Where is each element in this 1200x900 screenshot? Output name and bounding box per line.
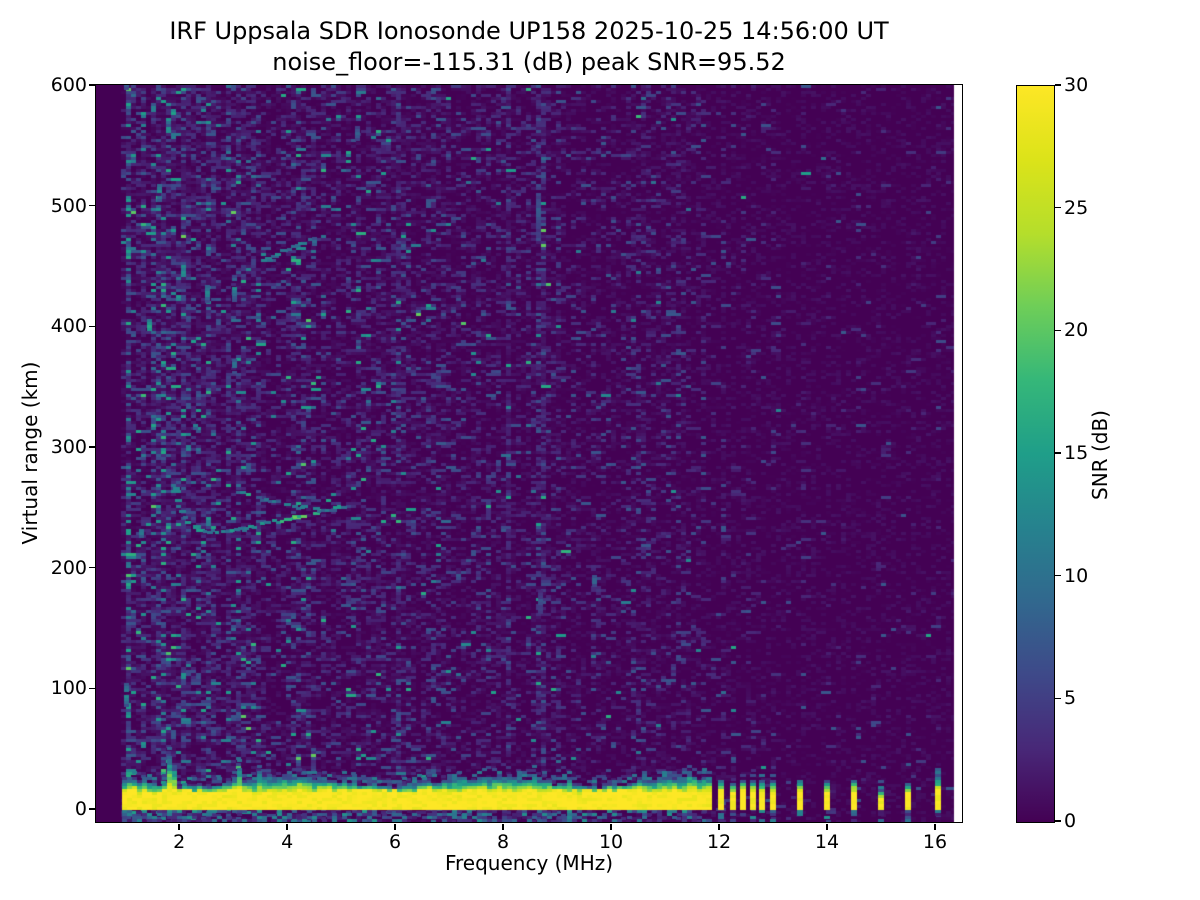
y-tick-label: 400: [50, 315, 87, 338]
colorbar-tick-mark: [1054, 452, 1061, 454]
y-tick-mark: [88, 204, 95, 207]
x-tick-label: 2: [173, 831, 186, 853]
y-tick-label: 500: [50, 194, 87, 217]
y-axis-label: Virtual range (km): [18, 361, 42, 545]
y-tick-label: 300: [50, 435, 87, 458]
x-tick-label: 16: [922, 831, 948, 853]
colorbar-tick-label: 0: [1064, 810, 1077, 832]
x-axis-label: Frequency (MHz): [444, 851, 614, 875]
x-tick-label: 12: [706, 831, 732, 853]
y-tick-mark: [88, 687, 95, 690]
y-tick-label: 600: [50, 74, 87, 96]
x-tick-mark: [934, 823, 936, 830]
colorbar: [1016, 85, 1055, 823]
x-tick-mark: [502, 823, 504, 830]
figure-title: IRF Uppsala SDR Ionosonde UP158 2025-10-…: [96, 16, 962, 78]
y-tick-mark: [88, 84, 95, 86]
colorbar-tick-label: 15: [1064, 442, 1089, 464]
x-tick-mark: [718, 823, 720, 830]
y-tick-mark: [88, 325, 95, 328]
colorbar-tick-label: 5: [1064, 687, 1077, 710]
colorbar-label: SNR (dB): [1088, 410, 1112, 500]
colorbar-tick-label: 20: [1064, 319, 1089, 342]
y-tick-mark: [88, 808, 95, 810]
y-tick-mark: [88, 446, 95, 448]
colorbar-tick-label: 10: [1064, 564, 1089, 587]
colorbar-tick-label: 30: [1064, 74, 1089, 96]
y-tick-label: 0: [74, 797, 87, 820]
x-tick-mark: [286, 823, 288, 830]
x-tick-mark: [610, 823, 612, 830]
colorbar-tick-mark: [1054, 206, 1061, 209]
y-tick-label: 200: [50, 556, 87, 579]
x-tick-label: 4: [281, 831, 294, 853]
title-line-1: IRF Uppsala SDR Ionosonde UP158 2025-10-…: [169, 17, 889, 45]
title-line-2: noise_floor=-115.31 (dB) peak SNR=95.52: [272, 48, 786, 76]
colorbar-tick-label: 25: [1064, 196, 1089, 219]
x-tick-label: 10: [598, 831, 624, 853]
ionogram-heatmap: [96, 85, 962, 822]
x-tick-label: 6: [389, 831, 402, 853]
colorbar-tick-mark: [1054, 84, 1061, 86]
x-tick-mark: [178, 823, 180, 830]
x-tick-label: 8: [497, 831, 510, 853]
y-tick-label: 100: [50, 677, 87, 700]
colorbar-tick-mark: [1054, 329, 1061, 332]
colorbar-tick-mark: [1054, 820, 1061, 822]
colorbar-tick-mark: [1054, 574, 1061, 577]
x-tick-mark: [394, 823, 396, 830]
colorbar-tick-mark: [1054, 697, 1061, 700]
x-tick-mark: [826, 823, 828, 830]
y-tick-mark: [88, 566, 95, 569]
x-tick-label: 14: [814, 831, 840, 853]
